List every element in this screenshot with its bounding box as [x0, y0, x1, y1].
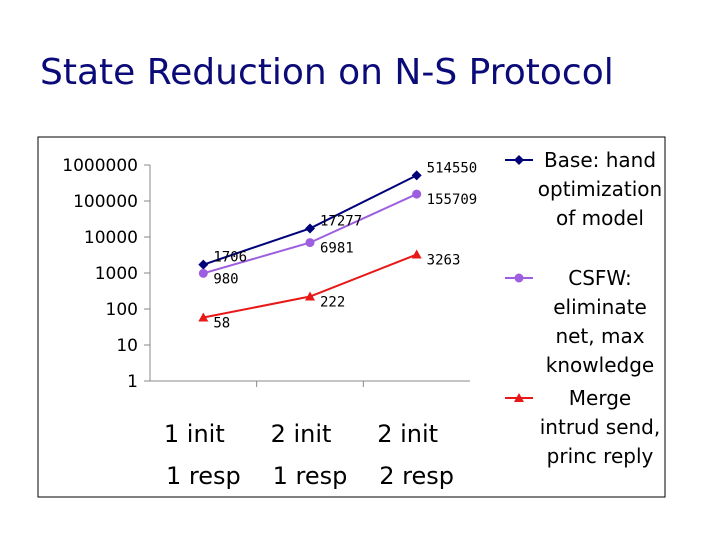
legend-marker	[514, 393, 524, 402]
data-point	[412, 189, 422, 199]
data-label: 222	[320, 295, 345, 311]
data-label: 6981	[320, 241, 354, 257]
series-markers	[198, 170, 422, 322]
y-tick-label: 1000	[95, 264, 138, 284]
data-point	[411, 170, 422, 181]
data-point	[305, 238, 315, 248]
category-label: 2 init	[377, 420, 438, 448]
legend: Base: hand optimization of model CSFW: elimi…	[505, 148, 662, 468]
slide-title: State Reduction on N-S Protocol	[40, 52, 614, 93]
category-label: 1 init	[164, 420, 225, 448]
data-label: 1706	[213, 250, 247, 266]
y-tick-label: 1	[127, 372, 138, 392]
legend-entry-text: CSFW:	[568, 266, 632, 290]
legend-entry-text: Merge	[569, 386, 631, 410]
category-label: 1 resp	[166, 462, 241, 490]
data-label: 980	[213, 271, 238, 287]
data-label: 514550	[427, 160, 478, 176]
data-label: 3263	[427, 253, 461, 269]
data-label: 17277	[320, 213, 362, 229]
y-tick-label: 10	[116, 336, 138, 356]
category-label: 1 resp	[273, 462, 348, 490]
data-label: 58	[213, 316, 230, 332]
chart-area-border	[37, 136, 666, 498]
legend-marker	[514, 155, 524, 165]
y-tick-labels: 1 10 100 1000 10000 100000 1000000	[62, 156, 138, 392]
data-point	[305, 223, 315, 234]
legend-entry-text: Base: hand	[544, 148, 656, 172]
y-tick-label: 10000	[84, 228, 138, 248]
category-label: 2 init	[271, 420, 332, 448]
legend-entry-text: eliminate	[553, 295, 647, 319]
y-tick-label: 100	[106, 300, 138, 320]
legend-entry-text: intrud send,	[540, 415, 660, 439]
data-point	[198, 312, 209, 322]
data-point	[411, 249, 422, 259]
legend-entry-text: knowledge	[546, 353, 654, 377]
category-label: 2 resp	[379, 462, 454, 490]
data-point	[198, 259, 209, 270]
axes	[144, 164, 470, 387]
category-labels: 1 init 1 resp 2 init 1 resp 2 init 2 resp	[164, 420, 454, 490]
data-label: 155709	[427, 192, 478, 208]
legend-marker	[514, 273, 524, 283]
legend-entry-text: of model	[556, 206, 644, 230]
legend-entry-text: optimization	[538, 177, 662, 201]
y-tick-label: 1000000	[62, 156, 138, 176]
data-point	[305, 291, 315, 301]
data-labels: 1706 17277 514550 980 6981 155709 58 222 3263	[213, 160, 477, 331]
legend-entry-text: princ reply	[547, 444, 654, 468]
data-point	[198, 268, 208, 278]
y-tick-label: 100000	[73, 192, 138, 212]
legend-entry-text: net, max	[555, 324, 644, 348]
